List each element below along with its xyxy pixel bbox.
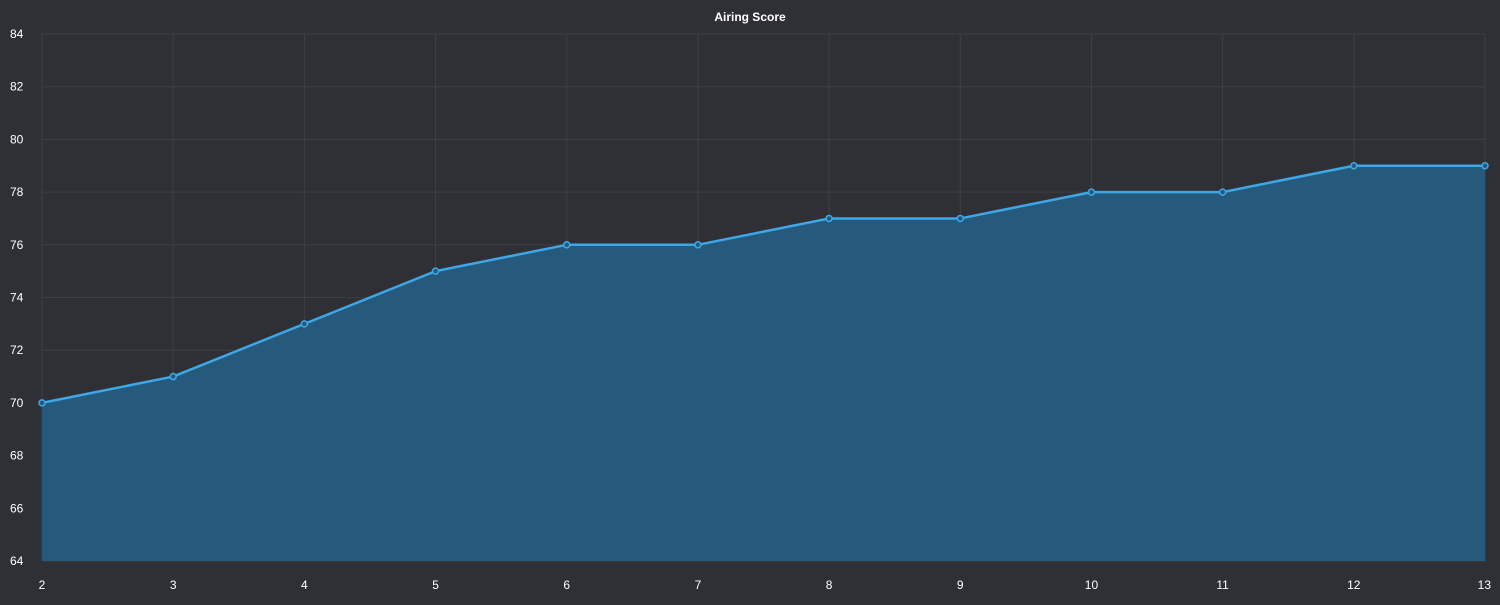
data-point: [431, 267, 440, 275]
y-tick-label: 76: [10, 238, 24, 252]
x-tick-label: 5: [432, 578, 439, 592]
x-tick-label: 13: [1478, 578, 1492, 592]
data-point: [956, 214, 965, 223]
y-tick-label: 78: [10, 185, 24, 199]
data-point: [300, 320, 309, 328]
y-axis: 64 66 68 70 72 74 76 78 80 82 84: [10, 27, 24, 568]
x-tick-label: 10: [1085, 578, 1099, 592]
area-layer: [42, 165, 1485, 561]
data-point: [1087, 188, 1096, 196]
y-tick-label: 66: [10, 501, 24, 515]
data-point: [694, 241, 702, 249]
y-tick-label: 80: [10, 132, 24, 146]
x-tick-label: 8: [826, 578, 833, 592]
y-tick-label: 82: [10, 80, 24, 94]
data-point: [562, 241, 571, 249]
y-tick-label: 84: [10, 27, 24, 41]
points-layer: [38, 162, 1489, 407]
data-point: [169, 372, 177, 381]
data-point: [1218, 188, 1227, 196]
y-tick-label: 70: [10, 396, 24, 410]
data-point: [38, 399, 46, 407]
y-tick-label: 74: [10, 291, 24, 305]
y-tick-label: 64: [10, 554, 24, 568]
chart-title: Airing Score: [714, 10, 786, 24]
y-tick-label: 68: [10, 449, 24, 463]
x-tick-label: 2: [39, 578, 46, 592]
x-tick-label: 7: [695, 578, 702, 592]
data-point: [1481, 162, 1489, 170]
x-axis: 2 3 4 5 6 7 8 9 10 11 12 13: [39, 578, 1492, 592]
x-tick-label: 12: [1347, 578, 1361, 592]
series-area: [42, 165, 1485, 561]
x-tick-label: 4: [301, 578, 308, 592]
data-point: [825, 214, 833, 223]
x-tick-label: 11: [1216, 578, 1229, 592]
x-tick-label: 3: [170, 578, 177, 592]
y-tick-label: 72: [10, 343, 24, 357]
data-point: [1350, 162, 1358, 170]
x-tick-label: 9: [957, 578, 964, 592]
series-line: [41, 164, 1485, 405]
line-layer: [41, 164, 1485, 405]
x-tick-label: 6: [563, 578, 570, 592]
